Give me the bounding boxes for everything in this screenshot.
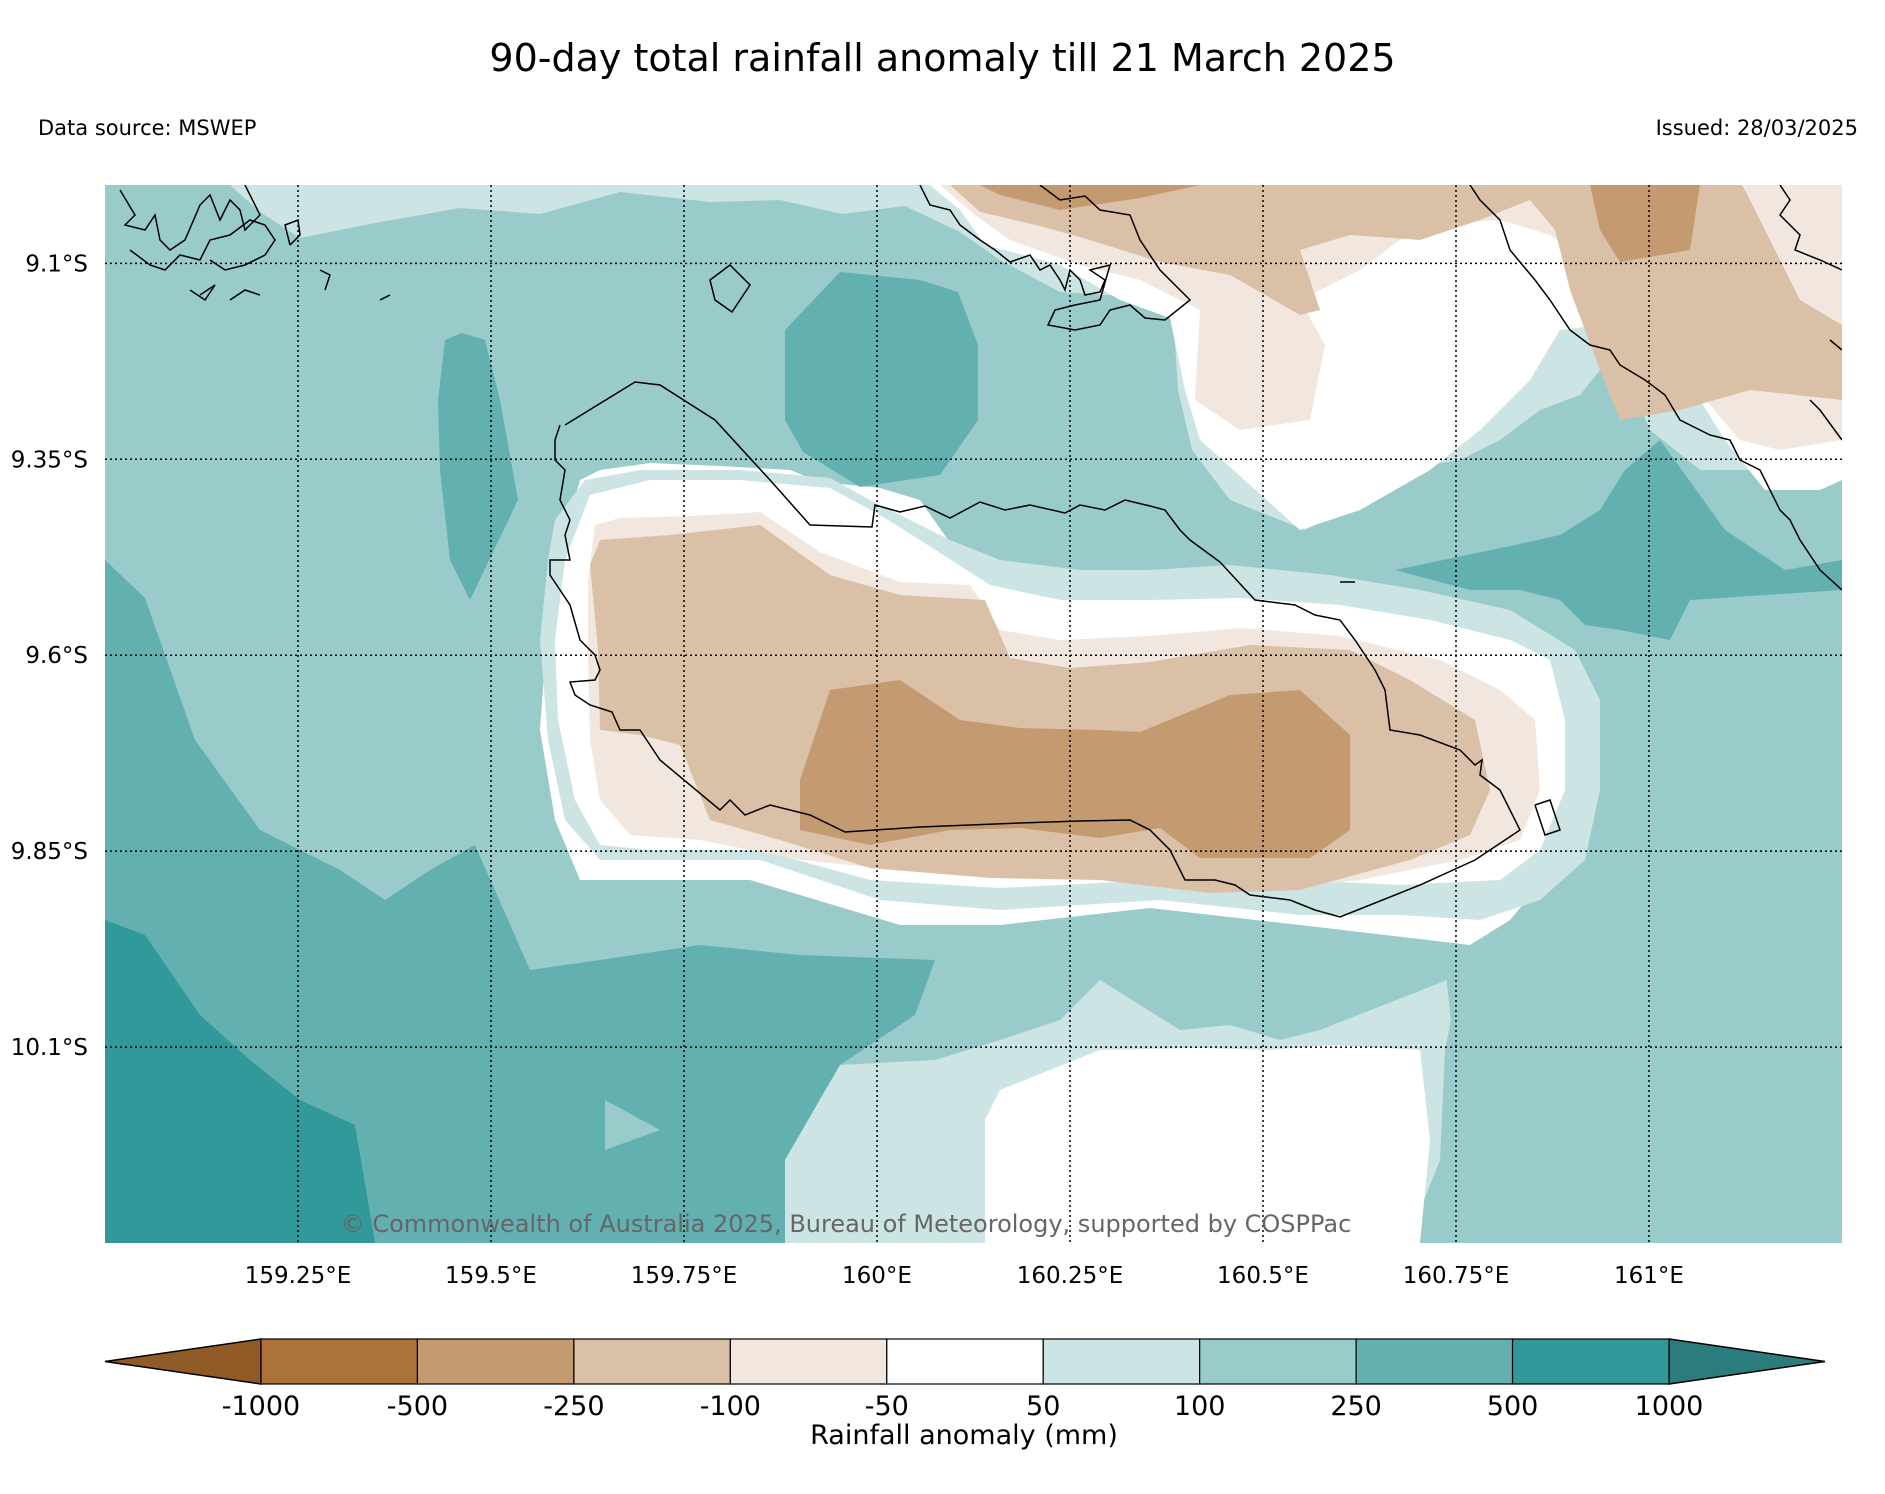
longitude-tick-label: 160.75°E [1403,1263,1510,1289]
colorbar-tick-label: -100 [700,1391,761,1422]
colorbar-tick-label: 50 [1026,1391,1060,1422]
colorbar-tick-label: 100 [1174,1391,1226,1422]
coastline-east-islands-2 [1809,399,1842,441]
map-title: 90-day total rainfall anomaly till 21 Ma… [489,36,1396,80]
latitude-tick-label: 10.1°S [11,1035,88,1061]
colorbar-label: Rainfall anomaly (mm) [810,1420,1118,1451]
coastline-east-islands-3 [1829,339,1842,351]
longitude-tick-label: 160°E [842,1263,912,1289]
coastline-southeast-islet [1534,799,1561,836]
coastline-nw-islands-2 [129,219,276,271]
coastline-nw-islands-5 [319,269,331,291]
colorbar-swatch [1199,1338,1357,1385]
longitude-tick-label: 161°E [1614,1263,1684,1289]
colorbar-tick-label: -500 [387,1391,448,1422]
field-minus500-minus250-northeast [980,185,1200,210]
field-500-1000-southwest [105,920,375,1243]
colorbar: -1000 -500 -250 -100 -50 50 100 250 500 1000 [104,1338,1826,1422]
longitude-tick-label: 159.5°E [445,1263,537,1289]
colorbar-under-arrow [104,1338,262,1385]
copyright-watermark: © Commonwealth of Australia 2025, Bureau… [341,1210,1352,1238]
colorbar-tick-label: -250 [543,1391,604,1422]
coastline-east-islands [1779,185,1842,271]
anomaly-field [105,185,1842,1243]
coastline-nw-islands-7 [229,289,261,301]
longitude-tick-label: 160.5°E [1217,1263,1309,1289]
field-minus500-minus250-ne-pocket [1590,185,1700,262]
field-minus50-50-south [985,1045,1430,1243]
longitude-tick-label: 159.25°E [245,1263,352,1289]
gridlines [105,185,1842,1243]
coastline-nw-islands-6 [379,294,391,301]
colorbar-tick-label: -50 [865,1391,909,1422]
colorbar-swatch [886,1338,1044,1385]
colorbar-swatch [729,1338,888,1385]
latitude-labels: 9.1°S 9.35°S 9.6°S 9.85°S 10.1°S [11,251,88,1061]
colorbar-tick-label: 1000 [1635,1391,1704,1422]
latitude-tick-label: 9.1°S [25,251,88,277]
data-source-label: Data source: MSWEP [38,116,257,140]
field-minus500-minus250 [800,680,1350,858]
issued-date-label: Issued: 28/03/2025 [1655,116,1858,140]
coastline-nw-islands-3 [189,284,216,302]
coastline-small-island [709,264,751,314]
longitude-tick-label: 160.25°E [1017,1263,1124,1289]
field-250-500-west-pocket [438,333,518,600]
field-100-250-small-pocket [605,1100,660,1150]
colorbar-swatch [1042,1338,1201,1385]
colorbar-swatch [1511,1338,1670,1385]
colorbar-swatch [416,1338,575,1385]
field-250-500-southwest [105,560,935,1243]
colorbar-swatch [1355,1338,1514,1385]
colorbar-tick-label: 500 [1487,1391,1539,1422]
field-250-500-east [1395,440,1842,640]
coastline-north [919,185,1192,331]
longitude-tick-label: 159.75°E [631,1263,738,1289]
longitude-labels: 159.25°E 159.5°E 159.75°E 160°E 160.25°E 160.… [245,1263,1684,1289]
coastline-northeast [1469,185,1842,591]
field-250-500-north-pocket [785,272,978,487]
coastline-nw-islands [119,185,261,251]
colorbar-tick-label: -1000 [222,1391,300,1422]
field-100-250-southeast [1445,790,1842,1243]
colorbar-swatch [573,1338,731,1385]
latitude-tick-label: 9.85°S [11,839,88,865]
colorbar-tick-label: 250 [1330,1391,1382,1422]
colorbar-over-arrow [1668,1338,1826,1385]
coastline-island [549,381,1521,918]
latitude-tick-label: 9.35°S [11,447,88,473]
latitude-tick-label: 9.6°S [25,643,88,669]
colorbar-swatch [260,1338,419,1385]
